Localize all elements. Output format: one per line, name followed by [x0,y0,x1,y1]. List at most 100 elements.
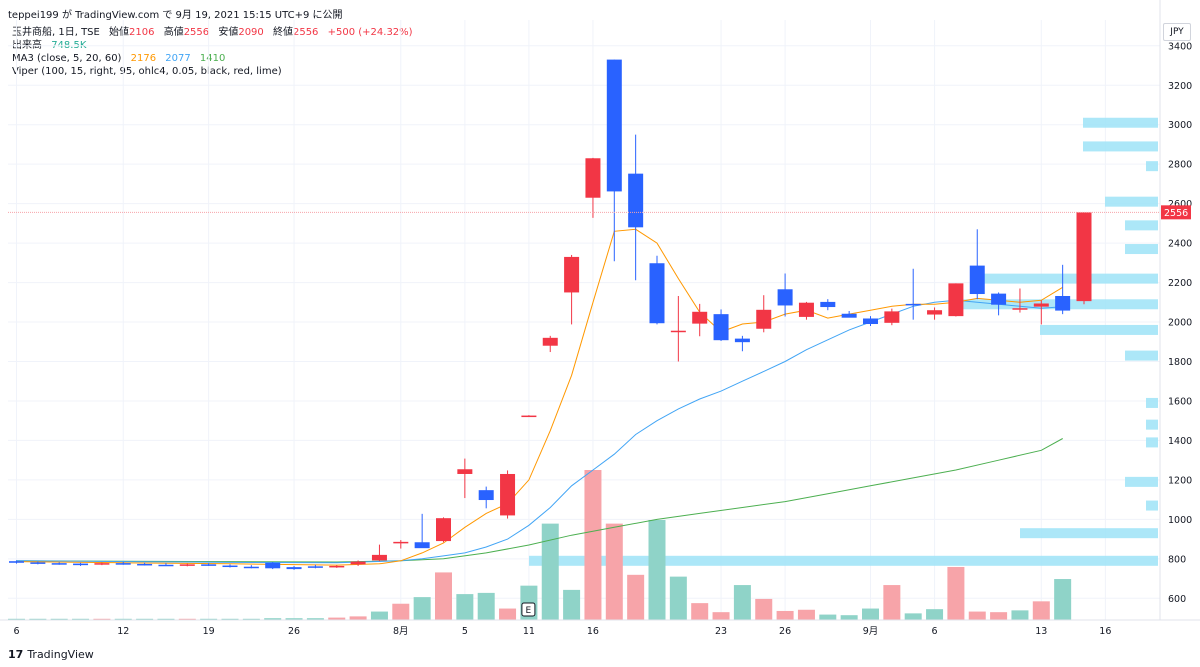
candle-body [222,565,238,568]
candle-body [329,565,345,568]
candle-body [371,554,387,561]
symbol-label: 玉井商船, 1日, TSE [12,27,100,38]
price-tick-label: 1200 [1168,475,1192,486]
candle-body [137,563,153,566]
volume-bar [499,608,517,620]
time-tick-label: 5 [462,626,468,637]
markers: E [8,211,1160,617]
candle-body [927,310,943,315]
candle-body [606,59,622,192]
currency-button[interactable]: JPY [1163,23,1191,41]
candle-body [798,302,814,317]
volume-profile-bar [1146,500,1158,511]
volume-bar [72,618,90,620]
volume-bar [477,592,495,620]
candle-body [692,311,708,324]
candle-body [734,338,750,343]
ma-label: MA3 (close, 5, 20, 60) [12,53,122,64]
last-price-badge [1161,205,1191,220]
candle-body [1076,212,1092,302]
price-tick-label: 2800 [1168,160,1192,171]
volume-profile-bar [1040,324,1158,335]
time-tick-label: 8月 [393,626,409,637]
tradingview-logo-icon: 17 [8,648,24,661]
price-tick-label: 3200 [1168,81,1192,92]
volume-bar [8,618,25,620]
candle-body [713,314,729,341]
price-axis: 600 800 1000 1200 1400 1600 1800 2000 2200 2400 26… [1159,0,1192,620]
close-label: 終値 [272,27,293,38]
low-value: 2090 [238,27,264,38]
high-label: 高値 [163,27,184,38]
volume-profile-bar [1146,419,1158,430]
time-tick-label: 26 [779,626,791,637]
volume-bar [883,585,901,620]
ma5-value: 2176 [130,53,157,64]
candle-body [30,562,46,564]
volume-bar [370,611,388,620]
price-tick-label: 3400 [1168,41,1192,52]
time-tick-label: 9月 [863,626,879,637]
volume-profile-bar [1125,350,1158,361]
time-tick-label: 16 [1099,626,1111,637]
ma60-line [16,438,1063,563]
price-tick-label: 1400 [1168,436,1192,447]
legend-ma-row: MA3 (close, 5, 20, 60) 2176 2077 1410 [12,52,413,65]
open-value: 2106 [129,27,155,38]
candle-body [115,563,131,565]
time-tick-label: 13 [1035,626,1047,637]
candle-body [670,330,686,333]
volume-bar [435,572,452,620]
volume-bar [797,609,815,620]
volume-bar [840,615,858,620]
volume-bar [691,603,709,620]
volume-bar [136,618,154,620]
volume-profile-bar [976,273,1158,284]
candle-body [777,289,793,306]
volume-profile-bar [1105,196,1158,207]
ma60-value: 1410 [199,53,226,64]
legend-symbol-row: 玉井商船, 1日, TSE 始値2106 高値2556 安値2090 終値255… [12,26,413,39]
time-axis: 61219268月5111623269月6131627 [0,619,1200,637]
candle-body [414,542,430,549]
ma20-line [16,299,1063,564]
candle-body [500,473,516,516]
time-tick-label: 6 [13,626,19,637]
candles [9,59,1092,570]
volume-bar [264,618,282,620]
volume-bar [755,598,773,620]
volume-bar [733,585,751,620]
volume-profile-bar [1020,528,1158,539]
volume-bar [926,609,944,620]
candle-body [9,561,24,563]
volume-profile-bar [1146,437,1158,448]
candle-body [564,256,580,293]
footer: 17 TradingView [8,648,94,661]
volume-bar [413,597,431,620]
candle-body [521,415,537,418]
time-tick-label: 11 [523,626,535,637]
change-value: +500 (+24.32%) [327,27,413,38]
candle-body [265,562,281,569]
price-tick-label: 1600 [1168,396,1192,407]
volume-bar [904,613,922,620]
volume-bar [328,617,346,620]
candle-body [393,541,409,544]
ma20-value: 2077 [165,53,191,64]
volume-profile-bar [1125,476,1158,487]
brand-name[interactable]: TradingView [27,648,94,661]
candle-body [457,469,473,474]
ma5-line [16,228,1063,566]
volume-profile-bar [1125,244,1158,255]
price-tick-label: 2600 [1168,199,1192,210]
time-tick-label: 16 [587,626,599,637]
candle-body [307,566,323,568]
candle-body [51,563,67,565]
candle-body [179,564,195,566]
candle-body [1033,303,1049,307]
candle-body [649,263,665,324]
volume-bar [306,618,324,620]
candle-body [820,301,836,308]
price-tick-label: 600 [1168,594,1186,605]
